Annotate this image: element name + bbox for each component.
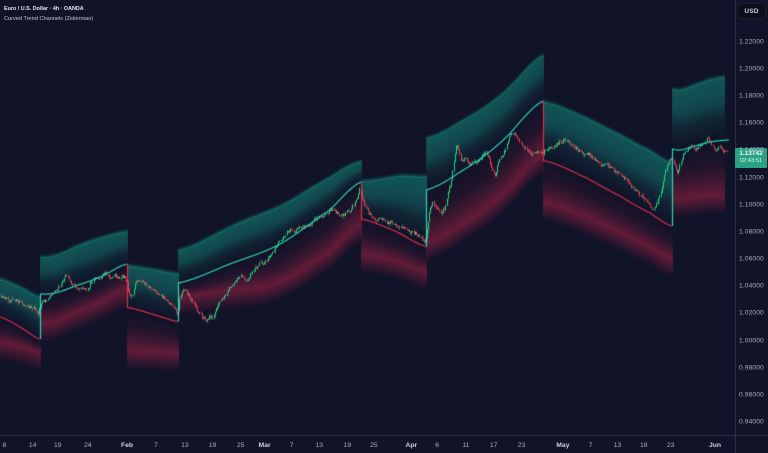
last-price-value: 1.13742 <box>739 150 763 158</box>
price-axis-label: 1.18000 <box>739 92 764 100</box>
time-axis-label: 17 <box>489 441 498 449</box>
time-axis-label: 7 <box>154 441 158 449</box>
time-axis-label: 14 <box>28 441 37 449</box>
time-axis-label: 25 <box>370 441 378 449</box>
price-axis-label: 1.20000 <box>739 65 764 73</box>
time-axis-label: 19 <box>54 441 62 449</box>
time-axis-label: 23 <box>666 441 675 449</box>
price-axis-label: 1.14000 <box>739 146 764 154</box>
price-chart-canvas[interactable] <box>0 0 735 435</box>
time-axis-label: 18 <box>640 441 648 449</box>
time-axis-label: 13 <box>181 441 189 449</box>
price-axis-label: 1.06000 <box>739 255 764 263</box>
price-axis-label: 1.00000 <box>739 337 764 345</box>
price-axis-label: 1.16000 <box>739 119 764 127</box>
time-axis-label: 11 <box>462 441 470 449</box>
indicator-title[interactable]: Curved Trend Channels (Zeiierman) <box>4 15 94 22</box>
time-axis-month-label: Mar <box>258 441 271 449</box>
price-axis-label: 1.22000 <box>739 38 764 46</box>
time-axis-label: 19 <box>208 441 217 449</box>
time-axis-label: 24 <box>84 441 92 449</box>
time-axis-label: 13 <box>315 441 324 449</box>
time-axis-label: 7 <box>588 441 593 449</box>
time-axis-label: 7 <box>289 441 294 449</box>
time-axis-label: 13 <box>613 441 622 449</box>
price-axis-separator <box>734 0 736 453</box>
price-axis-label: 0.98000 <box>739 364 764 372</box>
time-axis-label: 6 <box>435 441 439 449</box>
bar-countdown: 02:43:51 <box>739 158 763 165</box>
price-axis[interactable]: USD 1.13742 02:43:51 1.22000 1.20000 1.180… <box>734 0 768 453</box>
chart-legend: Euro / U.S. Dollar · 4h · OANDA Curved T… <box>4 6 94 22</box>
price-axis-label: 1.10000 <box>739 201 764 209</box>
price-axis-label: 0.94000 <box>739 418 764 426</box>
currency-button[interactable]: USD <box>737 3 766 19</box>
time-axis-separator <box>0 435 768 436</box>
price-axis-label: 1.04000 <box>739 282 764 290</box>
price-axis-label: 1.08000 <box>739 228 764 236</box>
price-axis-label: 0.96000 <box>739 391 764 399</box>
time-axis-month-label: Apr <box>405 441 418 449</box>
time-axis-label: 8 <box>2 441 7 449</box>
time-axis-month-label: May <box>556 441 570 449</box>
last-price-badge: 1.13742 02:43:51 <box>735 148 767 168</box>
time-axis[interactable]: 8 14 19 24 Feb 7 13 19 25 Mar 7 13 19 25 Apr 6 11 17 23 May… <box>0 435 768 453</box>
time-axis-month-label: Feb <box>120 441 134 449</box>
time-axis-label: 19 <box>343 441 352 449</box>
time-axis-label: 25 <box>236 441 245 449</box>
price-axis-label: 1.02000 <box>739 309 764 317</box>
price-axis-label: 1.12000 <box>739 174 764 182</box>
time-axis-label: 23 <box>517 441 526 449</box>
symbol-title[interactable]: Euro / U.S. Dollar · 4h · OANDA <box>4 6 84 12</box>
time-axis-month-label: Jun <box>708 441 722 449</box>
